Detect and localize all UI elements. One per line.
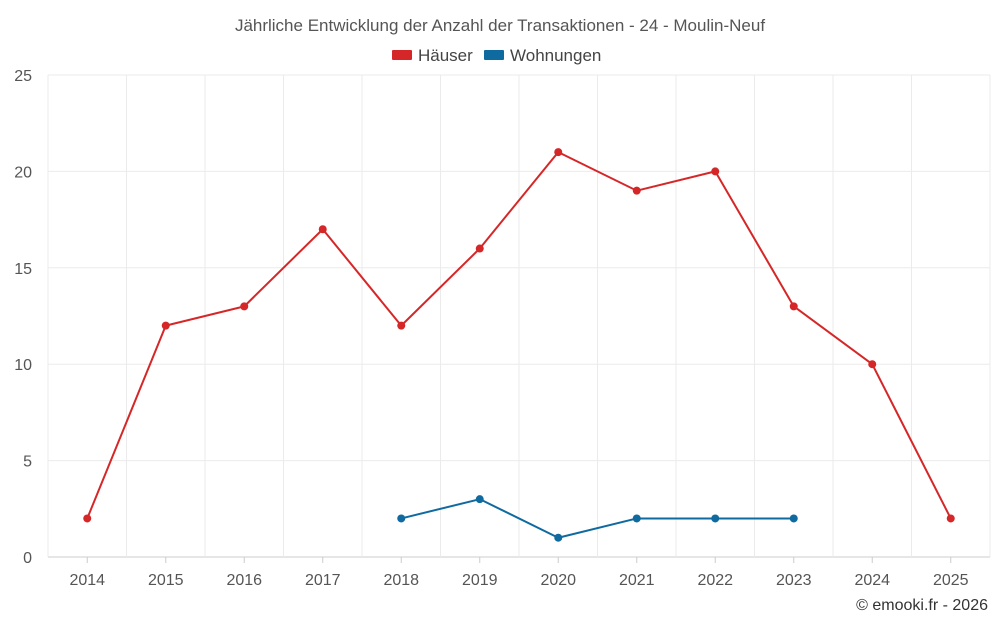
data-point-haeuser-2019[interactable] xyxy=(475,244,484,253)
x-tick-label: 2025 xyxy=(933,572,969,589)
data-point-haeuser-2025[interactable] xyxy=(946,514,955,523)
x-tick-label: 2015 xyxy=(148,572,184,589)
x-tick-label: 2017 xyxy=(305,572,341,589)
y-tick-label: 10 xyxy=(14,357,32,374)
series-line-wohnungen xyxy=(401,498,794,539)
x-tick-label: 2019 xyxy=(462,572,498,589)
series-wohnungen xyxy=(397,495,798,542)
data-point-haeuser-2014[interactable] xyxy=(83,514,92,523)
legend: Häuser Wohnungen xyxy=(392,46,601,65)
series-haeuser xyxy=(83,148,955,523)
legend-label-wohnungen[interactable]: Wohnungen xyxy=(510,46,601,65)
data-point-wohnungen-2021[interactable] xyxy=(632,514,641,523)
y-axis: 0 5 10 15 20 25 xyxy=(14,68,32,567)
data-point-haeuser-2018[interactable] xyxy=(397,321,406,330)
data-point-haeuser-2024[interactable] xyxy=(868,360,877,369)
x-tick-label: 2018 xyxy=(383,572,419,589)
data-point-haeuser-2017[interactable] xyxy=(318,225,327,234)
y-tick-label: 0 xyxy=(23,550,32,567)
data-point-wohnungen-2019[interactable] xyxy=(475,495,484,504)
data-point-haeuser-2022[interactable] xyxy=(711,167,720,176)
x-tick-label: 2016 xyxy=(226,572,262,589)
x-tick-label: 2020 xyxy=(540,572,576,589)
y-tick-label: 25 xyxy=(14,68,32,85)
y-tick-label: 20 xyxy=(14,164,32,181)
x-tick-label: 2023 xyxy=(776,572,812,589)
x-axis: 2014 2015 2016 2017 2018 2019 2020 2021 2022 2023… xyxy=(69,557,969,589)
grid xyxy=(47,74,991,558)
data-point-wohnungen-2022[interactable] xyxy=(711,514,720,523)
data-point-haeuser-2021[interactable] xyxy=(632,186,641,195)
y-tick-label: 5 xyxy=(23,454,32,471)
data-point-wohnungen-2020[interactable] xyxy=(554,533,563,542)
series-layer xyxy=(83,148,955,542)
x-tick-label: 2021 xyxy=(619,572,655,589)
x-tick-label: 2022 xyxy=(697,572,733,589)
legend-label-haeuser[interactable]: Häuser xyxy=(418,46,473,65)
legend-swatch-haeuser xyxy=(392,50,412,60)
chart-title: Jährliche Entwicklung der Anzahl der Tra… xyxy=(235,16,765,35)
data-point-wohnungen-2018[interactable] xyxy=(397,514,406,523)
data-point-haeuser-2016[interactable] xyxy=(240,302,249,311)
x-tick-label: 2024 xyxy=(854,572,890,589)
series-line-haeuser xyxy=(86,151,952,519)
legend-swatch-wohnungen xyxy=(484,50,504,60)
data-point-haeuser-2015[interactable] xyxy=(161,321,170,330)
x-tick-label: 2014 xyxy=(69,572,105,589)
data-point-wohnungen-2023[interactable] xyxy=(789,514,798,523)
credit-text: © emooki.fr - 2026 xyxy=(856,597,988,614)
data-point-haeuser-2023[interactable] xyxy=(789,302,798,311)
y-tick-label: 15 xyxy=(14,261,32,278)
data-point-haeuser-2020[interactable] xyxy=(554,148,563,157)
